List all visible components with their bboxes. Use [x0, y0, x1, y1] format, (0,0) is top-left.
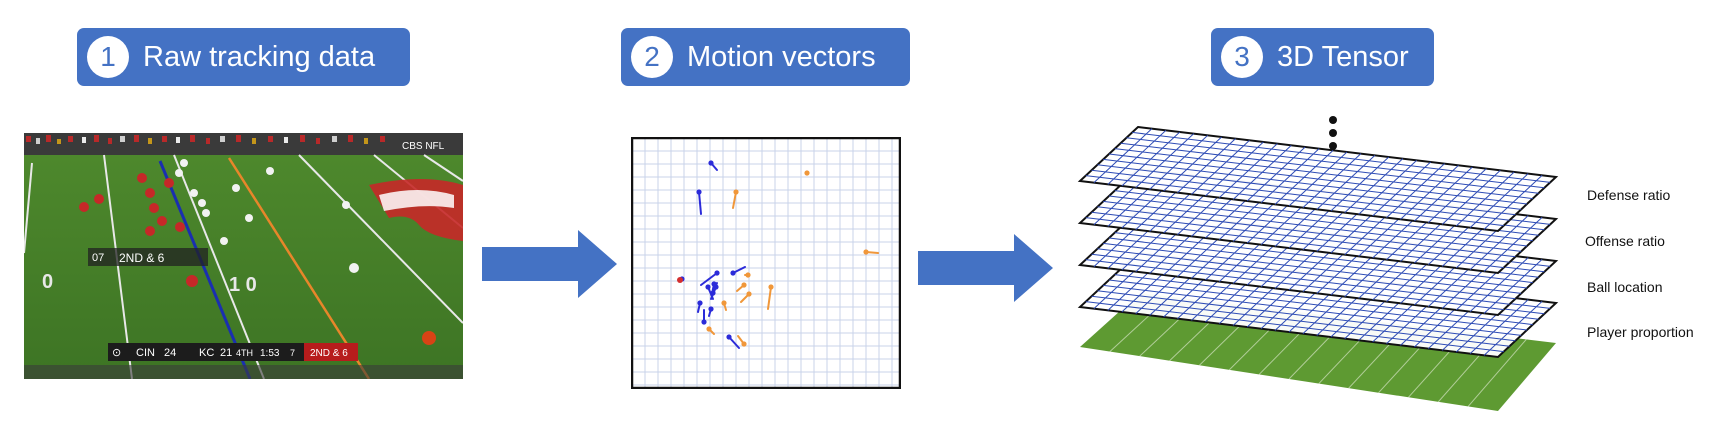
step-1-number: 1 — [87, 36, 129, 78]
network-bug: CBS NFL — [402, 141, 445, 152]
tensor-stack — [1077, 116, 1559, 411]
step-1-label: Raw tracking data — [143, 40, 376, 73]
timeouts: 7 — [290, 348, 295, 358]
ellipsis-dot — [1329, 142, 1337, 150]
step-2-badge: 2 Motion vectors — [621, 28, 910, 86]
step-2-label: Motion vectors — [687, 40, 876, 73]
tensor-layer-defense-ratio — [1077, 125, 1559, 233]
motion-vector — [744, 272, 751, 278]
motion-vector — [708, 306, 714, 317]
quarter: 4TH — [236, 348, 253, 358]
motion-vector — [740, 291, 752, 303]
svg-text:⊙: ⊙ — [112, 347, 121, 359]
layer-label-offense-ratio: Offense ratio — [1585, 233, 1665, 249]
layer-label-defense-ratio: Defense ratio — [1587, 187, 1671, 203]
game-clock: 1:53 — [260, 348, 280, 359]
step-2-number: 2 — [631, 36, 673, 78]
motion-vector — [737, 335, 747, 347]
home-score: 21 — [220, 347, 232, 359]
motion-vector — [732, 189, 739, 209]
svg-text:1 0: 1 0 — [229, 274, 257, 296]
layer-label-player-proportion: Player proportion — [1587, 324, 1694, 340]
motion-vector — [726, 334, 740, 349]
motion-vector — [767, 284, 774, 310]
broadcast-frame: 0 1 0 07 2ND & 6 CBS NFL ⊙ CIN 24 KC 21 — [24, 133, 463, 379]
motion-vector — [701, 309, 707, 325]
motion-vector — [711, 281, 717, 295]
motion-vector — [697, 300, 703, 313]
ellipsis-dot — [1329, 129, 1337, 137]
down-overlay-text: 2ND & 6 — [119, 251, 165, 265]
away-team: CIN — [136, 347, 155, 359]
motion-vector — [730, 266, 746, 276]
arrow-2 — [918, 234, 1053, 302]
ball-marker — [677, 277, 683, 283]
layer-label-ball-location: Ball location — [1587, 279, 1663, 295]
motion-vector — [736, 282, 747, 292]
scoreboard-down: 2ND & 6 — [310, 348, 348, 359]
motion-vector — [721, 300, 727, 311]
motion-vector — [700, 270, 720, 286]
down-marker: 07 — [92, 252, 104, 264]
motion-vector — [706, 326, 715, 335]
arrow-1 — [482, 230, 617, 298]
motion-vector — [863, 249, 879, 255]
svg-text:0: 0 — [42, 271, 53, 293]
motion-vector — [804, 170, 810, 176]
step-3-badge: 3 3D Tensor — [1211, 28, 1434, 86]
away-score: 24 — [164, 347, 176, 359]
ellipsis-dot — [1329, 116, 1337, 124]
motion-vector-field — [631, 137, 901, 389]
step-1-badge: 1 Raw tracking data — [77, 28, 410, 86]
motion-vector — [696, 189, 702, 215]
scoreboard-bar — [108, 343, 358, 361]
home-team: KC — [199, 347, 214, 359]
step-3-number: 3 — [1221, 36, 1263, 78]
step-3-label: 3D Tensor — [1277, 40, 1409, 73]
motion-vector — [708, 160, 718, 171]
